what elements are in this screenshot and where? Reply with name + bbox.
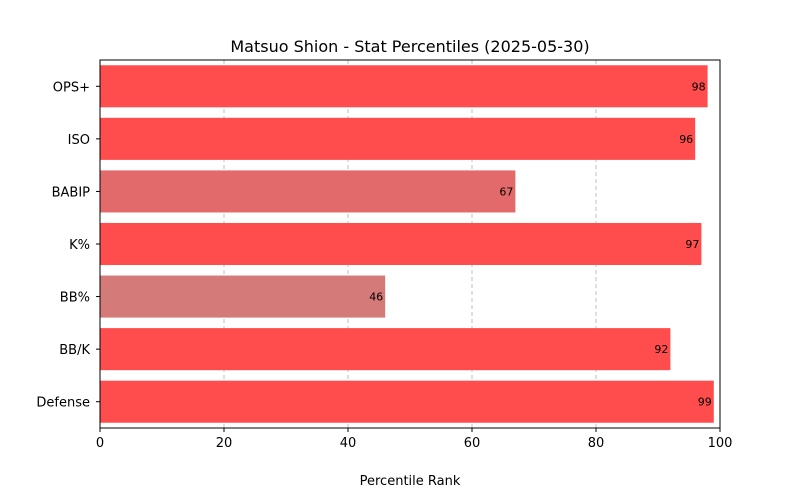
value-label-babip: 67: [499, 185, 513, 198]
x-tick-label-100: 100: [708, 436, 733, 451]
y-tick-label-ops: OPS+: [53, 80, 90, 95]
bar-iso: [100, 117, 696, 160]
x-tick-label-20: 20: [216, 436, 233, 451]
x-axis-label: Percentile Rank: [360, 474, 461, 489]
value-label-defense: 99: [698, 396, 712, 409]
value-label-iso: 96: [679, 133, 693, 146]
value-label-bb-k: 92: [654, 343, 668, 356]
value-labels: 98 96 67 97 46 92 99: [369, 80, 712, 408]
x-tick-label-80: 80: [588, 436, 605, 451]
bar-babip: [100, 170, 516, 213]
bar-k: [100, 222, 702, 266]
value-label-ops: 98: [692, 80, 706, 93]
chart-title: Matsuo Shion - Stat Percentiles (2025-05…: [230, 37, 589, 56]
bar-bb: [100, 275, 386, 318]
y-tick-label-babip: BABIP: [52, 185, 91, 200]
bars: [100, 65, 714, 423]
y-tick-label-k: K%: [69, 238, 90, 253]
y-tick-label-bb-k: BB/K: [59, 343, 90, 358]
y-axis: OPS+ ISO BABIP K% BB% BB/K Defense: [36, 80, 100, 411]
x-axis: 0 20 40 60 80 100: [96, 428, 733, 451]
y-tick-label-defense: Defense: [36, 396, 90, 411]
bar-defense: [100, 380, 714, 423]
value-label-bb: 46: [369, 291, 383, 304]
x-tick-label-0: 0: [96, 436, 104, 451]
value-label-k: 97: [685, 238, 699, 251]
y-tick-label-bb: BB%: [60, 291, 90, 306]
x-tick-label-60: 60: [464, 436, 481, 451]
y-tick-label-iso: ISO: [68, 133, 90, 148]
bar-bb-k: [100, 328, 671, 371]
bar-ops: [100, 65, 708, 108]
x-tick-label-40: 40: [340, 436, 357, 451]
